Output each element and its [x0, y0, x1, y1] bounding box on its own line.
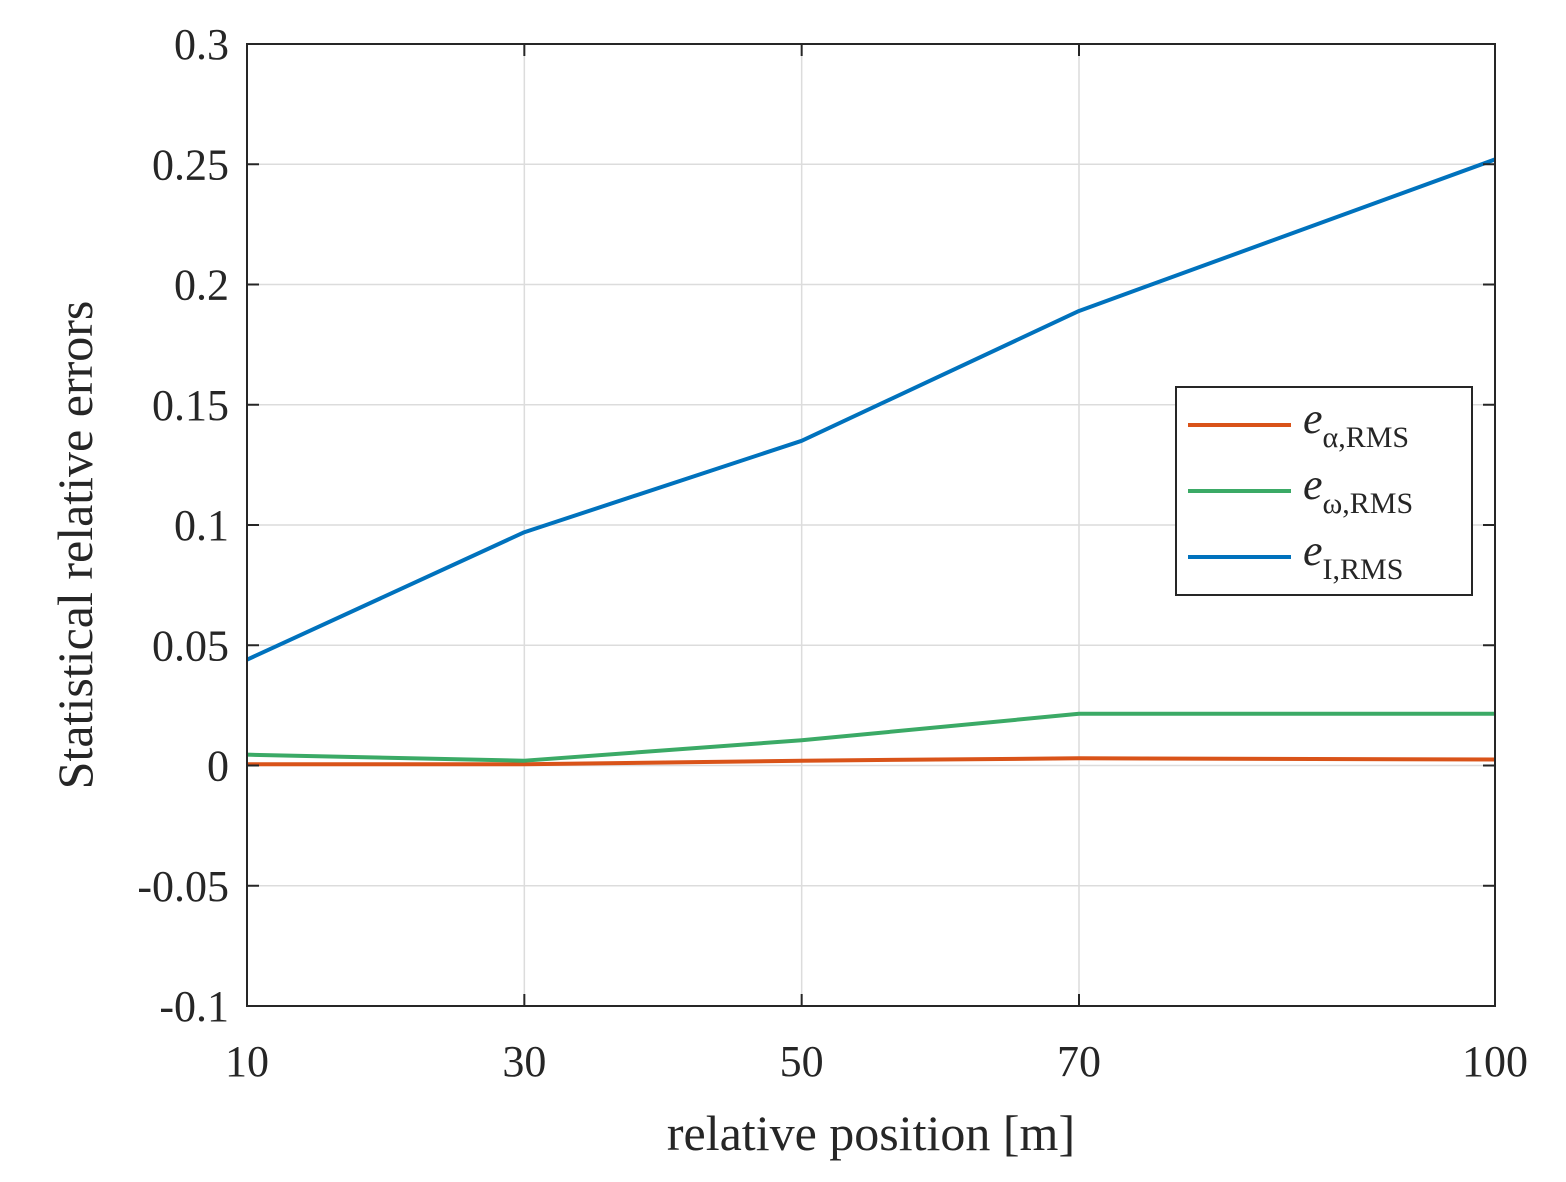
y-tick-label: 0: [207, 742, 229, 791]
x-tick-label: 70: [1057, 1037, 1101, 1086]
legend-label-1: eα,RMS: [1303, 394, 1409, 454]
x-axis-label: relative position [m]: [667, 1105, 1075, 1161]
legend-label-subscript: I,RMS: [1323, 553, 1404, 586]
y-tick-label: 0.2: [174, 261, 229, 310]
y-tick-label: -0.05: [137, 862, 229, 911]
legend-label-subscript: ω,RMS: [1323, 487, 1414, 520]
legend-label-main: e: [1303, 460, 1323, 509]
y-tick-label: 0.05: [152, 621, 229, 670]
legend-label-3: eI,RMS: [1303, 526, 1403, 586]
series-lines: [246, 157, 1496, 767]
y-tick-label: 0.3: [174, 20, 229, 69]
legend-label-main: e: [1303, 394, 1323, 443]
legend-label-subscript: α,RMS: [1323, 421, 1410, 454]
y-tick-label: 0.15: [152, 381, 229, 430]
y-tick-label: 0.25: [152, 140, 229, 189]
y-tick-label: -0.1: [159, 982, 229, 1031]
x-tick-label: 10: [225, 1037, 269, 1086]
legend-label-main: e: [1303, 526, 1323, 575]
y-tick-labels: -0.1 -0.05 0 0.05 0.1 0.15 0.2 0.25 0.3: [137, 20, 229, 1031]
x-tick-label: 100: [1462, 1037, 1528, 1086]
series-line-2: [246, 711, 1495, 763]
series-line-3: [246, 157, 1496, 662]
axis-ticks: [246, 43, 1496, 1007]
legend-label-2: eω,RMS: [1303, 460, 1413, 520]
x-tick-label: 50: [780, 1037, 824, 1086]
y-axis-label: Statistical relative errors: [47, 301, 103, 790]
y-tick-label: 0.1: [174, 501, 229, 550]
series-line-1: [247, 756, 1496, 767]
x-tick-labels: 10 30 50 70 100: [225, 1037, 1528, 1086]
x-tick-label: 30: [502, 1037, 546, 1086]
